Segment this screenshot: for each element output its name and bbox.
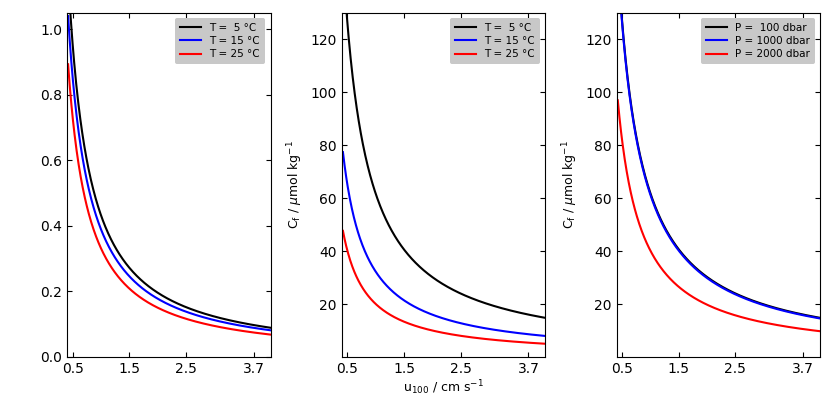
Line: P =  100 dbar: P = 100 dbar	[617, 0, 819, 318]
T = 15 °C	[172, 306, 182, 311]
P = 2000 dbar	[612, 98, 622, 103]
T =  5 °C	[458, 292, 468, 297]
Line: T = 25 °C: T = 25 °C	[343, 231, 545, 344]
P = 1000 dbar	[809, 315, 819, 320]
T = 25 °C	[503, 339, 513, 344]
T = 15 °C	[503, 329, 513, 334]
P =  100 dbar	[814, 315, 824, 320]
T =  5 °C	[540, 315, 550, 320]
T = 15 °C	[458, 321, 468, 326]
P = 2000 dbar	[777, 324, 788, 329]
T = 15 °C	[435, 315, 445, 320]
T = 25 °C	[229, 327, 239, 332]
T = 25 °C	[434, 330, 444, 335]
T = 25 °C	[535, 341, 545, 346]
Y-axis label: C$_\mathregular{f}$ / $\mu$mol kg$^{-1}$: C$_\mathregular{f}$ / $\mu$mol kg$^{-1}$	[559, 140, 579, 229]
T = 15 °C	[159, 300, 169, 305]
T = 25 °C	[435, 330, 445, 335]
Legend: T =  5 °C, T = 15 °C, T = 25 °C: T = 5 °C, T = 15 °C, T = 25 °C	[175, 18, 265, 65]
T =  5 °C	[159, 294, 169, 299]
T = 15 °C	[540, 333, 550, 339]
T = 25 °C	[161, 309, 171, 314]
P = 2000 dbar	[721, 310, 732, 315]
Line: T = 15 °C: T = 15 °C	[343, 152, 545, 336]
P = 1000 dbar	[709, 281, 719, 286]
T = 25 °C	[265, 332, 275, 337]
T = 15 °C	[161, 300, 171, 305]
T = 25 °C	[172, 313, 182, 318]
T = 25 °C	[63, 62, 73, 67]
P =  100 dbar	[809, 315, 819, 320]
T = 15 °C	[535, 333, 545, 338]
Line: T = 25 °C: T = 25 °C	[68, 64, 270, 335]
P = 2000 dbar	[709, 306, 719, 311]
P = 2000 dbar	[809, 328, 819, 333]
T = 25 °C	[338, 228, 348, 234]
T =  5 °C	[447, 287, 457, 292]
T = 15 °C	[229, 322, 239, 327]
P = 1000 dbar	[814, 316, 824, 321]
P =  100 dbar	[721, 287, 732, 292]
T =  5 °C	[434, 279, 444, 284]
Legend: T =  5 °C, T = 15 °C, T = 25 °C: T = 5 °C, T = 15 °C, T = 25 °C	[450, 18, 539, 65]
Line: T = 15 °C: T = 15 °C	[68, 16, 270, 330]
Line: T =  5 °C: T = 5 °C	[68, 0, 270, 328]
T = 15 °C	[63, 13, 73, 18]
T = 25 °C	[260, 331, 270, 336]
T = 25 °C	[540, 341, 550, 346]
P = 1000 dbar	[708, 280, 718, 285]
Y-axis label: C$_\mathregular{f}$ / $\mu$mol kg$^{-1}$: C$_\mathregular{f}$ / $\mu$mol kg$^{-1}$	[285, 140, 304, 229]
T = 25 °C	[183, 317, 193, 322]
T = 15 °C	[434, 315, 444, 320]
T =  5 °C	[260, 325, 270, 330]
T =  5 °C	[161, 295, 171, 300]
T = 15 °C	[183, 310, 193, 315]
T = 25 °C	[447, 332, 457, 337]
P =  100 dbar	[777, 307, 788, 312]
P =  100 dbar	[732, 292, 742, 297]
T =  5 °C	[229, 319, 239, 324]
P = 2000 dbar	[732, 314, 742, 319]
P = 2000 dbar	[708, 305, 718, 310]
T =  5 °C	[503, 307, 513, 312]
T =  5 °C	[265, 325, 275, 330]
P = 2000 dbar	[814, 329, 824, 334]
T =  5 °C	[535, 315, 545, 320]
Legend: P =  100 dbar, P = 1000 dbar, P = 2000 dbar: P = 100 dbar, P = 1000 dbar, P = 2000 db…	[700, 18, 814, 65]
P =  100 dbar	[709, 280, 719, 285]
Line: T =  5 °C: T = 5 °C	[343, 0, 545, 318]
T =  5 °C	[172, 301, 182, 306]
P =  100 dbar	[708, 279, 718, 284]
T = 15 °C	[260, 327, 270, 332]
T =  5 °C	[183, 306, 193, 311]
T = 15 °C	[265, 328, 275, 333]
T =  5 °C	[435, 280, 445, 285]
Line: P = 1000 dbar: P = 1000 dbar	[617, 0, 819, 318]
T = 25 °C	[159, 308, 169, 313]
T = 25 °C	[458, 334, 468, 339]
P = 1000 dbar	[777, 308, 788, 313]
T = 15 °C	[447, 319, 457, 324]
P = 1000 dbar	[721, 288, 732, 293]
P = 1000 dbar	[732, 293, 742, 298]
T = 15 °C	[338, 150, 348, 155]
X-axis label: u$_{100}$ / cm s$^{-1}$: u$_{100}$ / cm s$^{-1}$	[403, 379, 483, 397]
Line: P = 2000 dbar: P = 2000 dbar	[617, 100, 819, 331]
